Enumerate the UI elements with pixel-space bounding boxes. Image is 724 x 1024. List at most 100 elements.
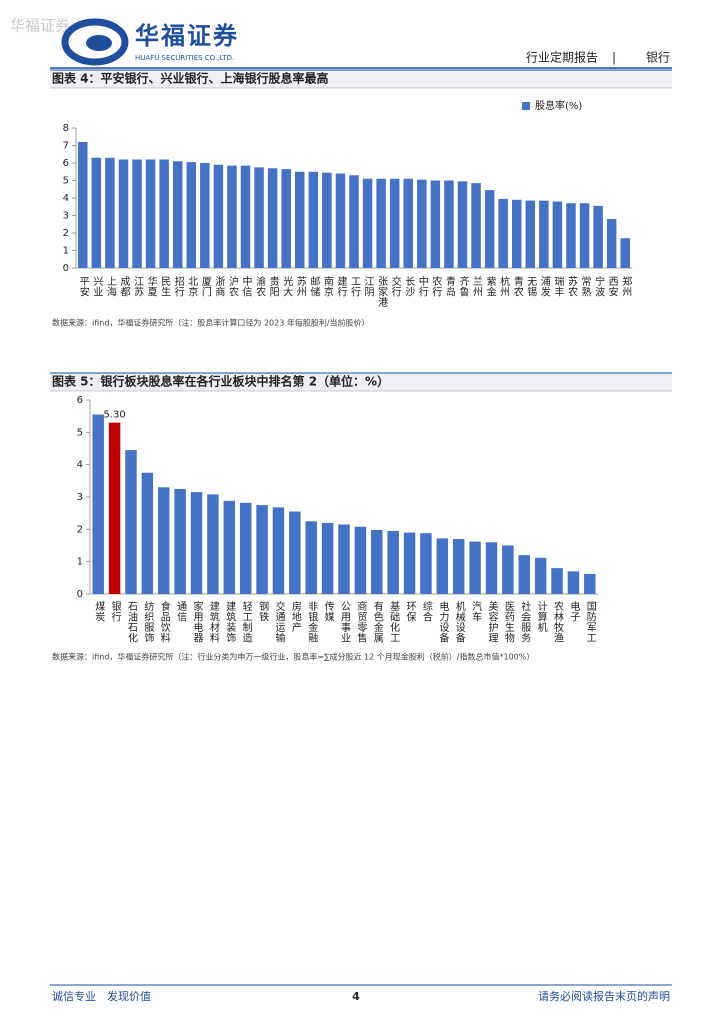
y-tick-label: 6	[63, 158, 69, 169]
x-tick-label: 沪农	[226, 275, 238, 298]
bar	[551, 568, 563, 594]
x-tick-label: 计算机	[535, 600, 547, 633]
bar	[403, 178, 413, 268]
x-tick-label: 瑞丰	[552, 276, 564, 297]
bar	[239, 502, 252, 594]
x-tick-label: 浙商	[213, 276, 225, 298]
x-tick-label: 西安	[606, 276, 618, 297]
x-tick-label: 无锡	[525, 276, 537, 297]
x-tick-label: 商贸零售	[355, 600, 367, 644]
x-tick-label: 非银金融	[306, 601, 318, 644]
bar	[125, 450, 137, 594]
x-tick-label: 有色金属	[371, 600, 383, 644]
y-tick-label: 3	[77, 492, 83, 503]
bar	[457, 181, 468, 268]
x-tick-label: 长沙	[403, 276, 415, 297]
x-tick-label: 建筑材料	[207, 600, 219, 644]
y-tick-label: 0	[77, 589, 83, 600]
x-tick-label: 通信	[175, 601, 187, 623]
bar	[349, 175, 359, 268]
x-tick-label: 厦门	[199, 276, 211, 298]
x-tick-label: 石油石化	[125, 601, 137, 643]
y-tick-label: 1	[63, 246, 69, 257]
x-tick-label: 中行	[416, 275, 428, 298]
logo	[61, 18, 129, 66]
bar	[308, 171, 319, 268]
bar	[362, 178, 373, 268]
y-tick-label: 5	[77, 427, 83, 438]
bar	[534, 557, 547, 594]
figure-title: 图表 4：平安银行、兴业银行、上海银行股息率最高	[52, 71, 329, 86]
bar	[322, 172, 332, 268]
bar	[281, 169, 291, 268]
bar	[518, 555, 530, 594]
x-tick-label: 机械设备	[453, 600, 465, 644]
x-tick-label: 齐鲁	[457, 275, 469, 298]
x-tick-label: 浦发	[538, 275, 550, 298]
bar	[223, 500, 236, 594]
bar	[186, 162, 197, 268]
x-tick-label: 宁波	[593, 275, 605, 298]
x-tick-label: 家用电器	[191, 600, 203, 644]
x-tick-label: 苏农	[565, 275, 577, 298]
x-tick-label: 交通运输	[273, 600, 285, 644]
bar	[213, 164, 224, 268]
x-tick-label: 工行	[349, 276, 361, 297]
legend-label: 股息率(%)	[535, 99, 582, 112]
bar	[539, 200, 549, 268]
x-tick-label: 农林牧渔	[552, 600, 564, 644]
x-tick-label: 建行	[335, 275, 347, 298]
report-type: 行业定期报告	[526, 50, 598, 65]
legend-swatch	[522, 102, 530, 110]
bar	[469, 541, 481, 594]
bar	[593, 205, 603, 268]
bar	[190, 492, 203, 594]
x-tick-label: 电子	[568, 600, 580, 622]
page-number: 4	[352, 990, 360, 1003]
x-tick-label: 兴业	[91, 276, 103, 297]
x-tick-label: 招行	[172, 275, 184, 298]
x-tick-label: 张家港	[376, 276, 388, 308]
x-tick-label: 国防军工	[584, 601, 596, 643]
bar	[145, 159, 156, 268]
figure-title: 图表 5：银行板块股息率在各行业板块中排名第 2（单位：%）	[52, 374, 389, 389]
sector: 银行	[646, 51, 670, 65]
bar	[207, 494, 219, 594]
bar	[159, 159, 169, 268]
x-tick-label: 渝农	[254, 275, 266, 298]
x-tick-label: 中信	[240, 275, 252, 298]
x-tick-label: 电力设备	[437, 600, 449, 644]
bar	[484, 190, 495, 268]
bar	[256, 505, 268, 594]
footer-right: 请务必阅读报告末页的声明	[538, 989, 670, 1003]
x-tick-label: 公用事业	[339, 601, 351, 643]
x-tick-label: 江阴	[362, 276, 374, 298]
data-label: 5.30	[103, 410, 125, 421]
bar	[389, 178, 400, 268]
bar	[254, 167, 264, 268]
source-note: 数据来源：ifind，华福证券研究所（注：行业分类为申万一级行业，股息率=∑成分…	[52, 652, 534, 662]
separator: |	[612, 51, 616, 65]
bar	[295, 171, 305, 268]
x-tick-label: 综合	[420, 600, 432, 623]
source-note: 数据来源：ifind，华福证券研究所（注：股息率计算口径为 2023 年每股股利…	[52, 318, 370, 328]
bar	[444, 180, 454, 268]
x-tick-label: 美容护理	[486, 600, 498, 643]
y-tick-label: 4	[77, 460, 83, 471]
bar	[376, 178, 386, 268]
bar	[272, 507, 285, 594]
x-tick-label: 交行	[389, 275, 401, 298]
x-tick-label: 南京	[321, 275, 333, 298]
bar	[289, 511, 301, 594]
x-tick-label: 食品饮料	[158, 600, 170, 644]
bar	[525, 200, 536, 268]
bar	[354, 526, 367, 594]
bar	[172, 161, 183, 268]
bar	[338, 524, 350, 594]
bar	[436, 538, 449, 594]
y-tick-label: 2	[77, 524, 83, 535]
bar	[606, 219, 617, 268]
bar	[174, 488, 186, 594]
bar	[387, 530, 399, 594]
